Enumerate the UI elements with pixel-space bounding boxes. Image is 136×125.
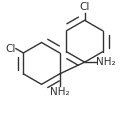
Text: NH₂: NH₂: [50, 87, 69, 97]
Text: NH₂: NH₂: [96, 57, 116, 67]
Text: Cl: Cl: [79, 2, 90, 12]
Text: Cl: Cl: [5, 44, 15, 54]
